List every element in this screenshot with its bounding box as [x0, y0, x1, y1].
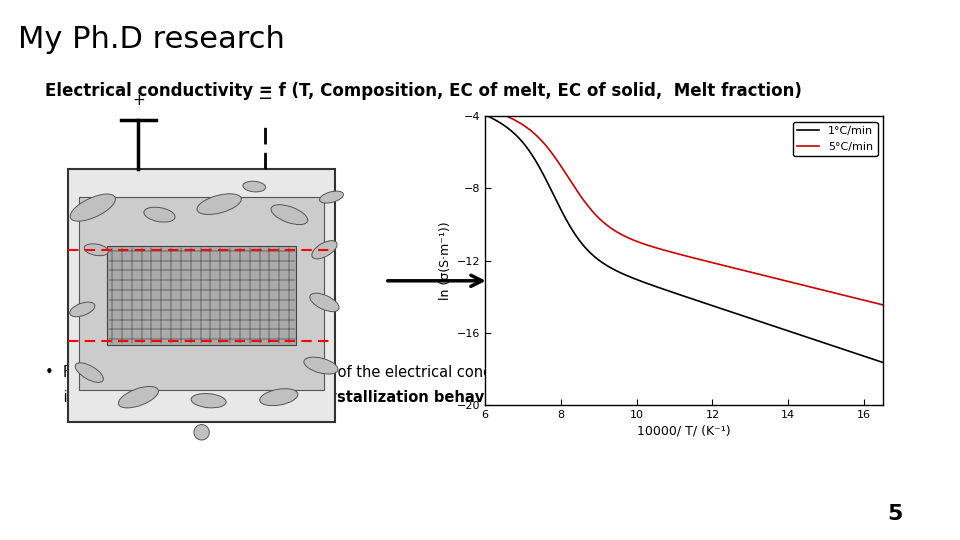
Ellipse shape [84, 244, 108, 255]
5°C/min [715, 261, 727, 268]
Ellipse shape [191, 394, 227, 408]
1°C/min [877, 359, 889, 366]
1°C/min [480, 112, 492, 119]
1°C/min [716, 306, 728, 312]
Ellipse shape [260, 389, 298, 406]
Ellipse shape [310, 293, 339, 312]
Circle shape [194, 424, 209, 440]
Text: evaluate the crystallization behavior: evaluate the crystallization behavior [202, 390, 506, 405]
Bar [79, 197, 324, 390]
Text: of the electrical conductivity of the slag: of the electrical conductivity of the sl… [332, 365, 629, 380]
1°C/min [815, 339, 827, 345]
5°C/min [723, 264, 734, 270]
Ellipse shape [75, 363, 104, 382]
Ellipse shape [304, 357, 338, 374]
5°C/min [877, 302, 889, 308]
5°C/min [815, 286, 827, 293]
Ellipse shape [320, 191, 344, 203]
Ellipse shape [118, 387, 158, 408]
Text: online measurement: online measurement [162, 365, 332, 380]
5°C/min [716, 262, 728, 268]
Text: 5: 5 [887, 504, 903, 524]
1°C/min [715, 305, 727, 312]
Text: in the slag yard to: in the slag yard to [45, 390, 202, 405]
Bar [68, 169, 335, 422]
Legend: 1°C/min, 5°C/min: 1°C/min, 5°C/min [793, 122, 877, 156]
Bar [107, 246, 297, 345]
Ellipse shape [243, 181, 266, 192]
Text: Slag Valorisation Symposium: Slag Valorisation Symposium [12, 518, 239, 532]
Text: My Ph.D research: My Ph.D research [18, 25, 285, 54]
Text: Mechelen · Belgium: Mechelen · Belgium [287, 519, 376, 529]
Text: 6th International: 6th International [12, 498, 76, 507]
Text: +: + [132, 92, 145, 107]
Line: 5°C/min: 5°C/min [485, 109, 883, 305]
5°C/min [479, 105, 491, 112]
Ellipse shape [144, 207, 175, 222]
Ellipse shape [70, 302, 95, 317]
Text: Electrical conductivity = f (T, Composition, EC of melt, EC of solid,  Melt frac: Electrical conductivity = f (T, Composit… [45, 82, 802, 100]
X-axis label: 10000/ T/ (K⁻¹): 10000/ T/ (K⁻¹) [637, 424, 731, 437]
Ellipse shape [271, 205, 308, 225]
Y-axis label: ln (σ(S·m⁻¹)): ln (σ(S·m⁻¹)) [440, 221, 452, 300]
1°C/min [479, 111, 491, 118]
1°C/min [840, 347, 852, 353]
1°C/min [723, 308, 734, 314]
Ellipse shape [312, 241, 337, 259]
5°C/min [840, 293, 852, 299]
Text: April 1-5, 2019: April 1-5, 2019 [287, 500, 373, 510]
Ellipse shape [70, 194, 115, 221]
Text: •  Facilitate the: • Facilitate the [45, 365, 162, 380]
5°C/min [480, 105, 492, 112]
Text: −: − [257, 90, 273, 107]
Ellipse shape [197, 194, 241, 214]
Text: .: . [506, 390, 511, 405]
Line: 1°C/min: 1°C/min [485, 114, 883, 362]
